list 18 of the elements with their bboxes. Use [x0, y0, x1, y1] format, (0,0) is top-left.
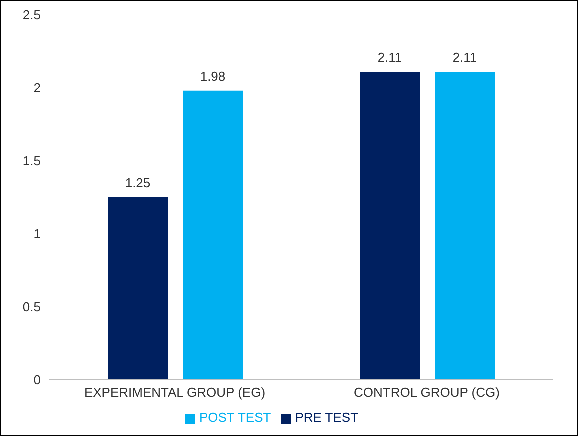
bar [360, 72, 420, 380]
data-label: 1.98 [200, 68, 226, 84]
data-label: 2.11 [378, 50, 402, 65]
y-tick-label: 2 [34, 80, 41, 96]
y-tick-label: 1.5 [22, 154, 41, 169]
bar [435, 72, 495, 380]
y-tick-label: 0.5 [22, 300, 41, 315]
bar [183, 90, 243, 380]
bar [108, 198, 168, 380]
legend-label: PRE TEST [295, 410, 359, 425]
legend-label: POST TEST [199, 410, 272, 425]
y-tick-label: 2.5 [22, 8, 41, 23]
y-tick-label: 1 [34, 226, 41, 242]
x-tick-label: EXPERIMENTAL GROUP (EG) [84, 385, 266, 400]
y-tick-label: 0 [34, 372, 41, 388]
data-label: 2.11 [452, 50, 478, 65]
x-tick-label: CONTROL GROUP (CG) [354, 385, 500, 400]
data-label: 1.25 [125, 176, 151, 190]
